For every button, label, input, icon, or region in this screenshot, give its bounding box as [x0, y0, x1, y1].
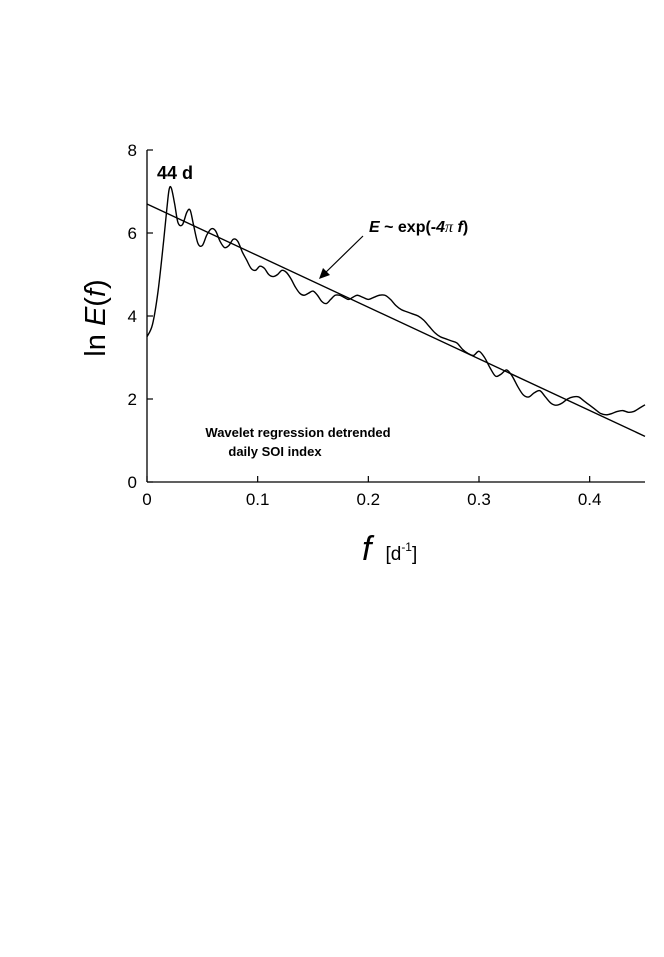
x-tick-label: 0 [142, 490, 151, 509]
x-tick-label: 0.4 [578, 490, 602, 509]
axis-ticks [146, 149, 591, 483]
regression-fit-line [146, 203, 646, 437]
x-axis-title-unit-close: ] [412, 544, 417, 565]
y-tick-label: 6 [128, 224, 137, 243]
peak-label: 44 d [157, 163, 193, 183]
y-axis-title-prefix: ln [80, 326, 112, 357]
fit-arrow [319, 235, 364, 279]
y-axis-title: ln E(f) [80, 279, 112, 356]
x-tick-label: 0.1 [246, 490, 270, 509]
fit-formula-four: 4 [435, 219, 445, 236]
x-tick-label: 0.3 [467, 490, 491, 509]
spectrum-series-line [146, 185, 646, 416]
x-tick-label: 0.2 [357, 490, 381, 509]
y-tick-label: 8 [128, 141, 137, 160]
y-axis-title-E: E [80, 306, 112, 326]
y-tick-label: 2 [128, 390, 137, 409]
caption-line-2: daily SOI index [228, 444, 322, 459]
y-tick-label: 0 [128, 473, 137, 492]
axis-tick-labels: 0 0.1 0.2 0.3 0.4 0 2 4 6 8 [128, 141, 602, 509]
caption-line-1: Wavelet regression detrended [205, 425, 390, 440]
fit-formula-mid: ~ exp(- [380, 219, 436, 236]
x-axis-title-f: f [362, 530, 375, 568]
fit-formula-label: E ~ exp(-4π f) [369, 219, 468, 236]
y-axis-title-close: ) [80, 279, 112, 289]
fit-formula-close: ) [463, 219, 468, 236]
fit-formula-E: E [369, 219, 381, 236]
fit-formula-f: f [458, 219, 465, 236]
x-axis-title-unit-exp: -1 [401, 540, 412, 554]
y-axis-title-open: ( [80, 297, 112, 307]
y-axis-title-f: f [80, 286, 112, 297]
fit-formula-pi: π [445, 219, 454, 236]
x-axis-title-unit-open: [d [385, 544, 401, 565]
y-tick-label: 4 [128, 307, 137, 326]
x-axis-title: f [d-1] [362, 530, 417, 568]
